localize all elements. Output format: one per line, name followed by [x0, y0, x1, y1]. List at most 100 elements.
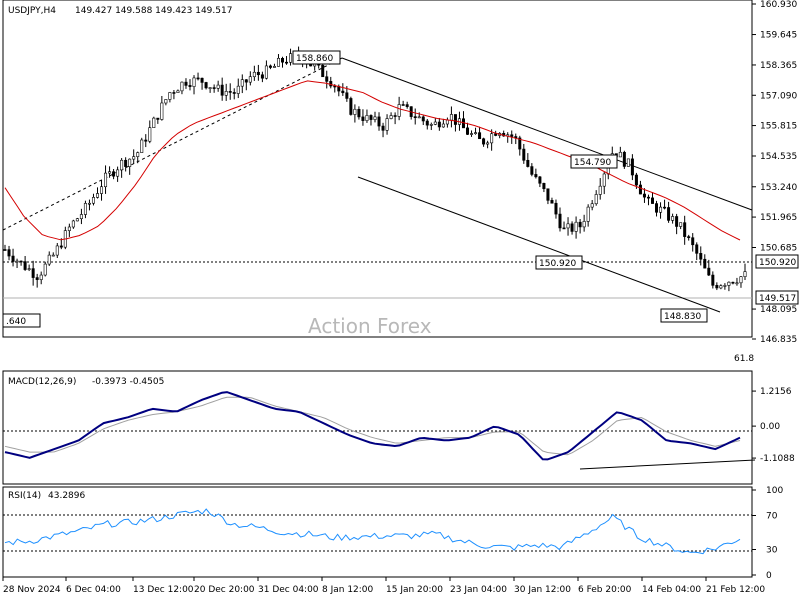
candle-body	[630, 158, 634, 176]
watermark: Action Forex	[308, 314, 432, 338]
candle-body	[679, 222, 683, 227]
candle-body	[381, 125, 385, 131]
level-tag: 150.920	[759, 258, 796, 268]
candle-body	[341, 90, 345, 94]
candle-body	[421, 116, 425, 122]
time-axis-label: 20 Dec 20:00	[194, 585, 255, 595]
current-price-tag-box	[755, 290, 799, 305]
candle-body	[490, 133, 494, 144]
candle-body	[687, 236, 691, 239]
candle-body	[486, 142, 490, 145]
candle-body	[353, 108, 357, 115]
time-axis-label: 15 Jan 20:00	[386, 585, 443, 595]
macd-axis-label: -1.1088	[760, 454, 795, 464]
price-axis-label: 155.815	[760, 122, 797, 132]
candle-body	[252, 71, 256, 78]
candle-body	[590, 203, 594, 208]
candle-body	[144, 139, 148, 142]
candle-body	[47, 254, 51, 265]
candle-body	[558, 213, 562, 229]
candle-body	[671, 216, 675, 221]
price-axis-label: 150.685	[760, 243, 797, 253]
candle-body	[365, 115, 369, 121]
candle-body	[522, 148, 526, 161]
candle-body	[715, 285, 719, 289]
candle-body	[659, 206, 663, 213]
macd-axis-label: 1.2156	[760, 387, 792, 397]
candle-body	[574, 221, 578, 232]
candle-body	[550, 200, 554, 204]
price-axis-label: 157.090	[760, 91, 797, 101]
candle-body	[59, 245, 63, 248]
annotation-box-158860	[292, 50, 341, 65]
candle-body	[542, 182, 546, 190]
candle-body	[325, 76, 329, 82]
time-axis-label: 23 Jan 04:00	[450, 585, 507, 595]
candle-body	[478, 132, 482, 140]
time-axis-label: 14 Feb 04:00	[642, 585, 701, 595]
rsi-axis-label: 30	[766, 546, 778, 556]
candle-body	[168, 92, 172, 100]
candle-body	[562, 227, 566, 230]
time-axis-label: 28 Nov 2024	[3, 585, 61, 595]
candle-body	[220, 84, 224, 96]
rsi-panel	[2, 486, 753, 578]
annotation-150920: 150.920	[539, 259, 576, 269]
time-axis-label: 6 Dec 04:00	[66, 585, 121, 595]
candle-body	[731, 281, 735, 284]
candle-body	[248, 76, 252, 83]
candle-body	[285, 61, 289, 64]
candle-body	[289, 53, 293, 63]
candle-body	[124, 159, 128, 167]
candle-body	[112, 171, 116, 177]
candle-body	[538, 176, 542, 184]
candle-body	[437, 121, 441, 128]
candle-body	[128, 158, 132, 167]
macd-header-values: -0.3973 -0.4505	[92, 377, 164, 387]
signal-line	[4, 396, 741, 456]
candle-body	[83, 203, 87, 215]
candle-body	[196, 77, 200, 80]
candle-body	[699, 253, 703, 260]
time-axis-label: 31 Dec 04:00	[258, 585, 319, 595]
candle-body	[321, 64, 325, 78]
candle-body	[482, 138, 486, 145]
candle-body	[663, 206, 667, 209]
candle-body	[526, 159, 530, 167]
candle-body	[268, 65, 272, 68]
candle-body	[108, 171, 112, 174]
candle-body	[393, 115, 397, 117]
candle-body	[345, 92, 349, 99]
candle-body	[120, 159, 124, 171]
candle-body	[594, 194, 598, 205]
candle-body	[184, 81, 188, 86]
main-price-panel	[2, 0, 753, 338]
candle-body	[264, 65, 268, 79]
rsi-header-values: 43.2896	[48, 491, 85, 501]
candle-body	[188, 85, 192, 87]
price-axis-label: 154.535	[760, 152, 797, 162]
rsi-line	[4, 508, 741, 555]
candle-body	[256, 71, 260, 76]
candle-body	[172, 92, 176, 94]
candle-body	[228, 91, 232, 93]
candle-body	[582, 221, 586, 228]
time-axis-label: 21 Feb 12:00	[706, 585, 765, 595]
candle-body	[96, 193, 100, 198]
candle-body	[224, 91, 228, 96]
candle-body	[176, 90, 180, 93]
candle-body	[397, 104, 401, 117]
moving-average-line	[4, 80, 741, 241]
annotation-154790: 154.790	[574, 158, 611, 168]
candle-body	[35, 277, 39, 280]
candle-body	[711, 274, 715, 286]
annotation-box-148830	[660, 308, 708, 323]
candle-body	[554, 202, 558, 215]
candle-body	[152, 117, 156, 128]
annotation-box-150920	[535, 255, 583, 270]
candle-body	[667, 207, 671, 221]
candle-body	[425, 120, 429, 126]
candle-body	[675, 216, 679, 227]
rsi-axis-label: 100	[766, 486, 783, 496]
annotation-left-low: .640	[6, 317, 26, 327]
